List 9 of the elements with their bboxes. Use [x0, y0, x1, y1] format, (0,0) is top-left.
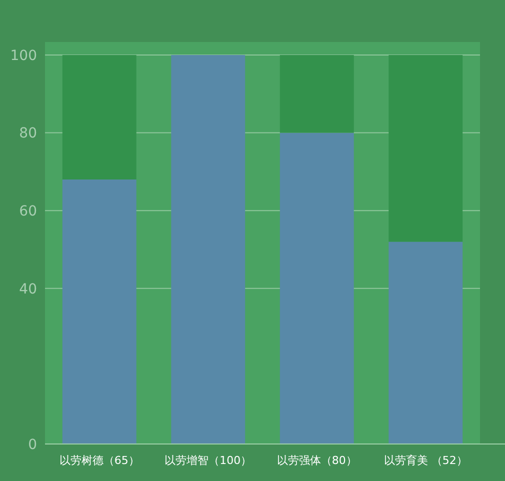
x-tick-label: 以劳树德（65）: [59, 454, 140, 467]
x-tick-label: 以劳育美 （52）: [384, 454, 468, 467]
y-tick-label: 80: [19, 126, 37, 142]
x-tick-label: 以劳强体（80）: [276, 454, 357, 467]
y-tick-label: 60: [19, 204, 37, 220]
y-tick-label: 100: [10, 48, 37, 64]
y-tick-label: 40: [19, 281, 37, 298]
x-tick-label: 以劳增智（100）: [164, 454, 252, 467]
y-tick-label: 0: [28, 436, 37, 453]
